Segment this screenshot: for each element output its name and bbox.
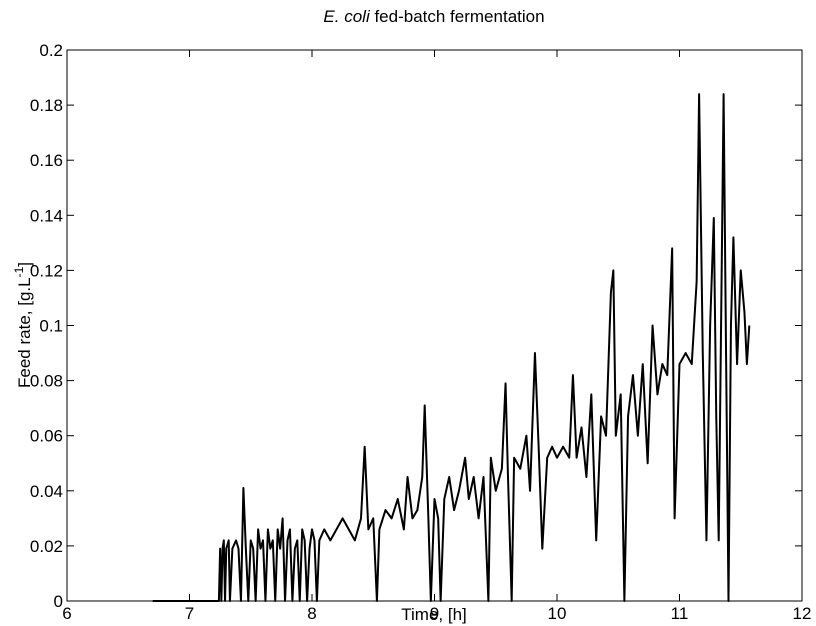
x-tick-label: 9 [430,604,439,623]
y-tick-label: 0.18 [30,96,63,115]
y-label-end: ] [15,262,34,267]
y-tick-label: 0.02 [30,537,63,556]
chart-title: E. coli fed-batch fermentation [323,7,544,26]
title-text: fed-batch fermentation [374,7,544,26]
y-tick-label: 0.08 [30,372,63,391]
y-tick-label: 0.14 [30,206,63,225]
y-tick-label: 0.04 [30,482,63,501]
y-tick-label: 0 [54,592,63,611]
y-axis-label: Feed rate, [g.L-1] [12,262,34,388]
x-tick-label: 12 [793,604,812,623]
x-axis-label: Time, [h] [401,605,467,624]
y-tick-label: 0.06 [30,427,63,446]
y-tick-label: 0.2 [39,41,63,60]
y-label-text: Feed rate, [g.L [15,277,34,388]
y-tick-label: 0.1 [39,317,63,336]
x-tick-label: 6 [62,604,71,623]
x-tick-label: 10 [548,604,567,623]
title-italic: E. coli [323,7,371,26]
x-tick-label: 7 [185,604,194,623]
y-tick-label: 0.12 [30,261,63,280]
y-label-superscript: -1 [12,266,26,277]
x-tick-label: 8 [307,604,316,623]
x-tick-label: 11 [671,604,689,623]
y-tick-label: 0.16 [30,151,63,170]
data-line [152,93,751,602]
